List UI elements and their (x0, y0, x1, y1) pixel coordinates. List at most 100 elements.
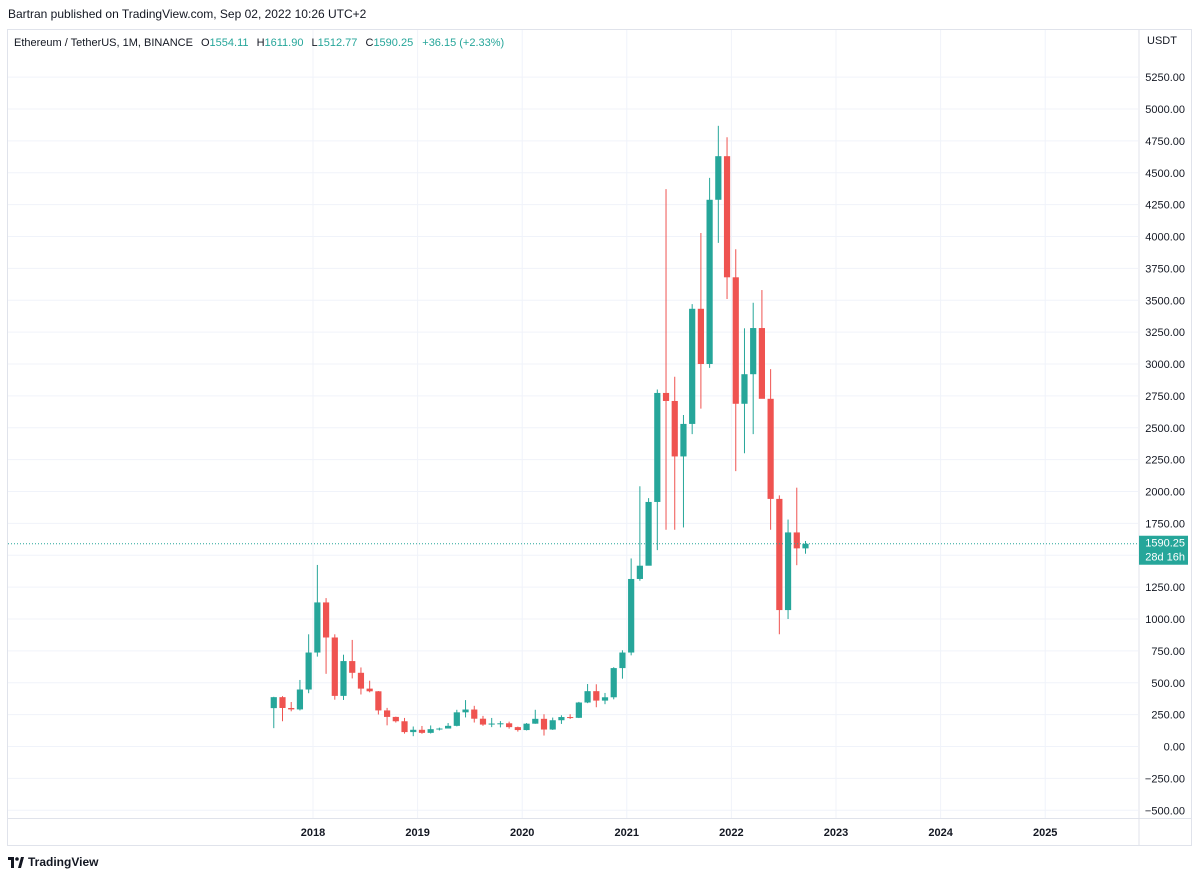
candle (697, 233, 704, 409)
y-tick-label: 250.00 (1151, 710, 1185, 722)
candle-body (601, 697, 609, 701)
candle (549, 717, 556, 730)
candle (584, 684, 591, 704)
candle (723, 137, 731, 299)
candle (418, 725, 426, 734)
candle (357, 667, 365, 695)
candle (453, 709, 460, 727)
candle (479, 715, 487, 726)
candle (410, 726, 417, 737)
candle (732, 249, 739, 472)
candle (558, 715, 565, 724)
x-tick-label: 2024 (928, 827, 953, 839)
candle (758, 290, 766, 399)
y-tick-label: 0.00 (1164, 742, 1185, 754)
y-tick-label: 500.00 (1151, 678, 1185, 690)
y-tick-label: 2250.00 (1145, 455, 1185, 467)
candle-body (392, 716, 399, 722)
candle (331, 634, 338, 700)
candle (715, 125, 722, 243)
candle (654, 389, 661, 551)
x-tick-label: 2018 (301, 827, 325, 839)
candle-body (680, 423, 687, 457)
last-price-marker: 1590.25 28d 16h (8, 535, 1188, 565)
x-tick-label: 2023 (824, 827, 848, 839)
candle-body (540, 718, 548, 730)
open-label: O (200, 37, 210, 49)
y-tick-label: 3750.00 (1145, 263, 1185, 275)
candle-body (418, 729, 426, 733)
close-value: 1590.25 (373, 37, 414, 49)
candle (523, 723, 530, 731)
x-tick-label: 2022 (719, 827, 743, 839)
candle (601, 692, 609, 705)
y-tick-label: 5250.00 (1145, 72, 1185, 84)
candle-body (523, 723, 530, 731)
y-tick-label: 3250.00 (1145, 327, 1185, 339)
candle (305, 634, 312, 694)
candle (497, 721, 504, 728)
high-value: 1611.90 (264, 37, 304, 49)
candle (401, 717, 408, 734)
y-tick-label: 1250.00 (1145, 582, 1185, 594)
tradingview-logo-icon (8, 856, 24, 868)
candle (288, 702, 295, 712)
time-axis[interactable]: 2018 2019 2020 2021 2022 2023 2024 2025 (7, 818, 1192, 840)
candle-body (628, 578, 635, 653)
countdown-label: 28d 16h (1145, 552, 1185, 564)
candle (793, 487, 800, 566)
candles (270, 125, 809, 737)
x-tick-label: 2025 (1033, 827, 1057, 839)
last-price-label: 1590.25 (1145, 538, 1185, 550)
candle (279, 696, 286, 722)
candle-body (331, 637, 338, 696)
candle-body (383, 710, 391, 717)
symbol-legend: Ethereum / TetherUS, 1M, BINANCE O1554.1… (14, 37, 504, 49)
candle-body (479, 718, 487, 725)
candle-body (445, 725, 452, 729)
grid-lines (8, 30, 1138, 818)
candle-body (697, 308, 704, 364)
candle (375, 691, 382, 715)
tradingview-logo[interactable]: TradingView (8, 855, 98, 869)
candle-body (549, 720, 556, 730)
price-axis[interactable]: 5250.00 5000.00 4750.00 4500.00 4250.00 4000.… (1138, 29, 1185, 846)
candle-body (314, 602, 321, 653)
candle-body (453, 712, 460, 726)
candle (488, 717, 495, 728)
candle-body (575, 702, 582, 718)
candle (506, 721, 513, 729)
candle-body (462, 709, 469, 713)
y-tick-label: 2500.00 (1145, 423, 1185, 435)
symbol-name[interactable]: Ethereum / TetherUS, 1M, BINANCE (14, 37, 193, 49)
y-tick-label: 1750.00 (1145, 518, 1185, 530)
candle-body (506, 723, 513, 728)
candle (610, 667, 617, 700)
candle (314, 564, 321, 657)
y-tick-label: 4500.00 (1145, 168, 1185, 180)
candle (750, 302, 757, 435)
candle-body (567, 717, 574, 719)
candle (802, 540, 809, 554)
candle-body (645, 501, 652, 566)
candle-body (436, 728, 443, 730)
candle (645, 498, 652, 566)
y-tick-label: −250.00 (1145, 773, 1185, 785)
candle-body (671, 400, 678, 457)
tradingview-brand: TradingView (28, 855, 99, 869)
candle (340, 654, 347, 700)
candle (575, 701, 582, 719)
y-tick-label: 4250.00 (1145, 200, 1185, 212)
candle-body (732, 277, 739, 404)
candle (436, 727, 443, 731)
candle-body (793, 532, 800, 549)
candle (593, 684, 600, 708)
candle-body (619, 652, 626, 669)
y-tick-label: 750.00 (1151, 646, 1185, 658)
candle (628, 558, 635, 656)
candle (349, 639, 356, 679)
y-tick-label: 3500.00 (1145, 295, 1185, 307)
y-tick-label: −500.00 (1145, 805, 1185, 817)
candle-body (715, 156, 722, 200)
